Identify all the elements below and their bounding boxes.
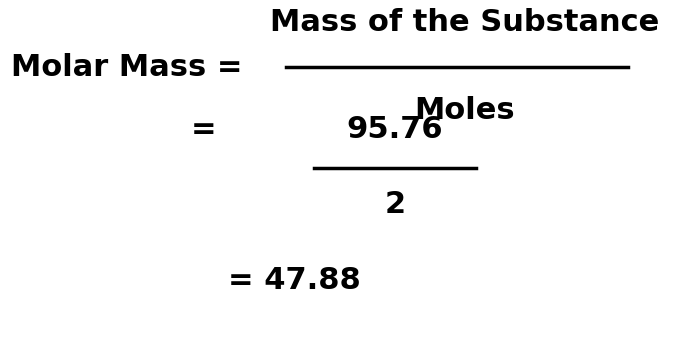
Text: 2: 2: [384, 190, 405, 219]
Text: Mass of the Substance: Mass of the Substance: [270, 7, 659, 37]
Text: =: =: [191, 115, 228, 144]
Text: Molar Mass =: Molar Mass =: [11, 53, 253, 82]
Text: 95.76: 95.76: [347, 115, 443, 144]
Text: = 47.88: = 47.88: [228, 266, 361, 295]
Text: Moles: Moles: [414, 96, 515, 125]
